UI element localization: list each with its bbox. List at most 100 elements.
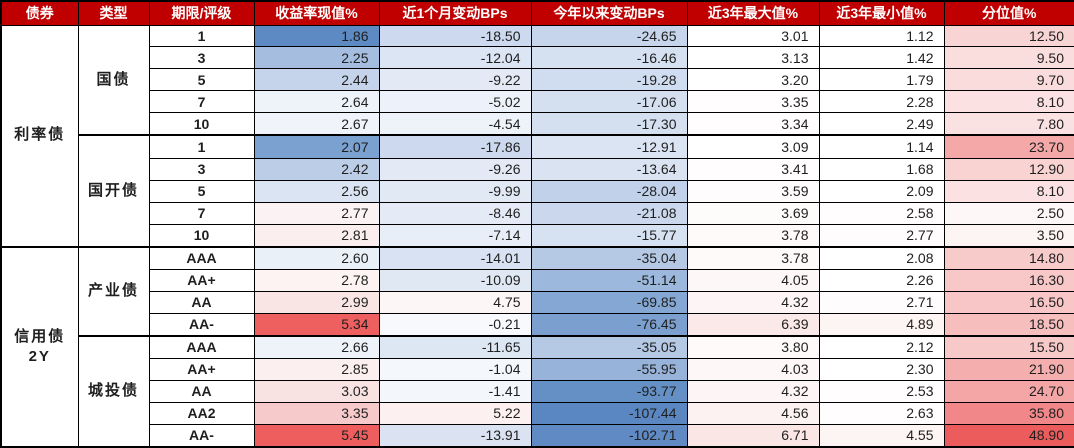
table-row: AA- 5.34 -0.21 -76.45 6.39 4.89 18.50 <box>1 312 1074 337</box>
cell-1m-change-bps: 5.22 <box>378 401 532 425</box>
cell-ytd-change-bps: -24.65 <box>530 24 688 48</box>
cell-3y-min: 2.08 <box>818 245 945 270</box>
cell-ytd-change-bps: -93.77 <box>530 379 688 403</box>
term-rating-cell: AA <box>148 290 255 314</box>
term-rating-cell: 5 <box>148 68 255 92</box>
cell-3y-min: 4.89 <box>818 312 945 337</box>
cell-1m-change-bps: -10.09 <box>378 268 532 292</box>
term-rating-cell: 1 <box>148 24 255 48</box>
column-header-bond: 债券 <box>0 0 79 26</box>
cell-3y-max: 3.80 <box>686 334 820 359</box>
cell-3y-min: 1.79 <box>818 68 945 92</box>
cell-1m-change-bps: -9.26 <box>378 157 532 181</box>
cell-1m-change-bps: -8.46 <box>378 201 532 225</box>
cell-3y-max: 3.78 <box>686 245 820 270</box>
cell-current-yield: 2.66 <box>253 334 380 359</box>
cell-3y-min: 1.14 <box>818 134 945 159</box>
cell-3y-min: 1.68 <box>818 157 945 181</box>
cell-3y-max: 3.59 <box>686 179 820 203</box>
cell-current-yield: 1.86 <box>253 24 380 48</box>
term-rating-cell: 3 <box>148 157 255 181</box>
cell-current-yield: 5.45 <box>253 423 380 448</box>
bond-type-cell: 国债 <box>77 24 150 136</box>
cell-percentile: 9.70 <box>943 68 1074 92</box>
cell-1m-change-bps: -17.86 <box>378 134 532 159</box>
cell-3y-min: 2.12 <box>818 334 945 359</box>
table-row: AA 3.03 -1.41 -93.77 4.32 2.53 24.70 <box>1 379 1074 403</box>
cell-3y-max: 3.78 <box>686 223 820 248</box>
cell-percentile: 15.50 <box>943 334 1074 359</box>
cell-1m-change-bps: -5.02 <box>378 90 532 114</box>
cell-percentile: 24.70 <box>943 379 1074 403</box>
bond-category-cell: 利率债 <box>0 24 79 248</box>
column-header-type: 类型 <box>77 0 150 26</box>
column-header-ytd-change-bps: 今年以来变动BPs <box>530 0 688 26</box>
term-rating-cell: AA- <box>148 423 255 448</box>
cell-current-yield: 2.42 <box>253 157 380 181</box>
table-row: 10 2.81 -7.14 -15.77 3.78 2.77 3.50 <box>1 223 1074 248</box>
cell-3y-min: 4.55 <box>818 423 945 448</box>
cell-ytd-change-bps: -107.44 <box>530 401 688 425</box>
cell-percentile: 8.10 <box>943 179 1074 203</box>
cell-3y-min: 2.63 <box>818 401 945 425</box>
cell-current-yield: 2.77 <box>253 201 380 225</box>
table-row: 7 2.77 -8.46 -21.08 3.69 2.58 2.50 <box>1 201 1074 225</box>
cell-ytd-change-bps: -16.46 <box>530 46 688 70</box>
column-header-current-yield: 收益率现值% <box>253 0 380 26</box>
cell-percentile: 16.50 <box>943 290 1074 314</box>
column-header-1m-change-bps: 近1个月变动BPs <box>378 0 532 26</box>
term-rating-cell: AA+ <box>148 357 255 381</box>
cell-3y-max: 4.32 <box>686 290 820 314</box>
term-rating-cell: AA <box>148 379 255 403</box>
cell-3y-max: 4.56 <box>686 401 820 425</box>
cell-percentile: 14.80 <box>943 245 1074 270</box>
cell-3y-min: 2.58 <box>818 201 945 225</box>
term-rating-cell: 1 <box>148 134 255 159</box>
cell-current-yield: 2.60 <box>253 245 380 270</box>
term-rating-cell: AA- <box>148 312 255 337</box>
column-header-3y-max: 近3年最大值% <box>686 0 820 26</box>
column-header-term-rating: 期限/评级 <box>148 0 255 26</box>
cell-percentile: 21.90 <box>943 357 1074 381</box>
term-rating-cell: 7 <box>148 90 255 114</box>
cell-ytd-change-bps: -76.45 <box>530 312 688 337</box>
cell-3y-max: 3.41 <box>686 157 820 181</box>
cell-current-yield: 2.64 <box>253 90 380 114</box>
cell-3y-max: 6.71 <box>686 423 820 448</box>
cell-3y-max: 6.39 <box>686 312 820 337</box>
term-rating-cell: AAA <box>148 334 255 359</box>
cell-3y-min: 2.09 <box>818 179 945 203</box>
cell-1m-change-bps: -9.22 <box>378 68 532 92</box>
table-row: AA 2.99 4.75 -69.85 4.32 2.71 16.50 <box>1 290 1074 314</box>
table-row: AA- 5.45 -13.91 -102.71 6.71 4.55 48.90 <box>1 423 1074 448</box>
cell-ytd-change-bps: -12.91 <box>530 134 688 159</box>
table-row: AA2 3.35 5.22 -107.44 4.56 2.63 35.80 <box>1 401 1074 425</box>
term-rating-cell: 3 <box>148 46 255 70</box>
table-row: 3 2.25 -12.04 -16.46 3.13 1.42 9.50 <box>1 46 1074 70</box>
table-row: 5 2.44 -9.22 -19.28 3.20 1.79 9.70 <box>1 68 1074 92</box>
term-rating-cell: 10 <box>148 112 255 136</box>
cell-percentile: 48.90 <box>943 423 1074 448</box>
header-row: 债券 类型 期限/评级 收益率现值% 近1个月变动BPs 今年以来变动BPs 近3年最大值%… <box>0 0 1074 26</box>
cell-percentile: 2.50 <box>943 201 1074 225</box>
cell-3y-min: 2.53 <box>818 379 945 403</box>
table-row: 利率债 国债 1 1.86 -18.50 -24.65 3.01 1.12 12.50 <box>0 24 1074 248</box>
term-rating-cell: AA2 <box>148 401 255 425</box>
cell-1m-change-bps: -9.99 <box>378 179 532 203</box>
cell-3y-min: 1.12 <box>818 24 945 48</box>
cell-ytd-change-bps: -35.04 <box>530 245 688 270</box>
cell-1m-change-bps: -13.91 <box>378 423 532 448</box>
cell-ytd-change-bps: -17.06 <box>530 90 688 114</box>
cell-percentile: 3.50 <box>943 223 1074 248</box>
cell-3y-max: 3.69 <box>686 201 820 225</box>
cell-percentile: 12.50 <box>943 24 1074 48</box>
term-rating-cell: 7 <box>148 201 255 225</box>
cell-ytd-change-bps: -15.77 <box>530 223 688 248</box>
cell-current-yield: 2.85 <box>253 357 380 381</box>
cell-percentile: 7.80 <box>943 112 1074 136</box>
table-row: 10 2.67 -4.54 -17.30 3.34 2.49 7.80 <box>1 112 1074 136</box>
cell-3y-min: 2.77 <box>818 223 945 248</box>
cell-1m-change-bps: -1.41 <box>378 379 532 403</box>
cell-ytd-change-bps: -69.85 <box>530 290 688 314</box>
